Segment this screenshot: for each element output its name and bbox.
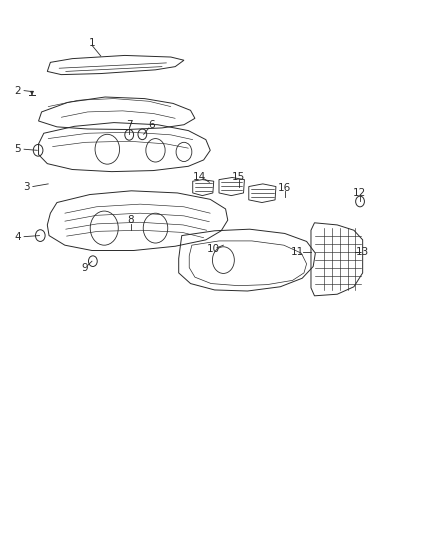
Text: 2: 2	[14, 86, 21, 95]
Text: 11: 11	[291, 247, 304, 256]
Text: 7: 7	[126, 120, 133, 130]
Text: 12: 12	[353, 188, 366, 198]
Text: 4: 4	[14, 232, 21, 242]
Text: 13: 13	[356, 247, 369, 257]
Text: 16: 16	[278, 183, 291, 193]
Text: 6: 6	[148, 120, 155, 130]
Text: 1: 1	[88, 38, 95, 47]
Text: 10: 10	[207, 244, 220, 254]
Text: 8: 8	[127, 215, 134, 225]
Text: 9: 9	[81, 263, 88, 272]
Text: 3: 3	[23, 182, 30, 191]
Text: 14: 14	[193, 172, 206, 182]
Text: 5: 5	[14, 144, 21, 154]
Text: 15: 15	[232, 172, 245, 182]
